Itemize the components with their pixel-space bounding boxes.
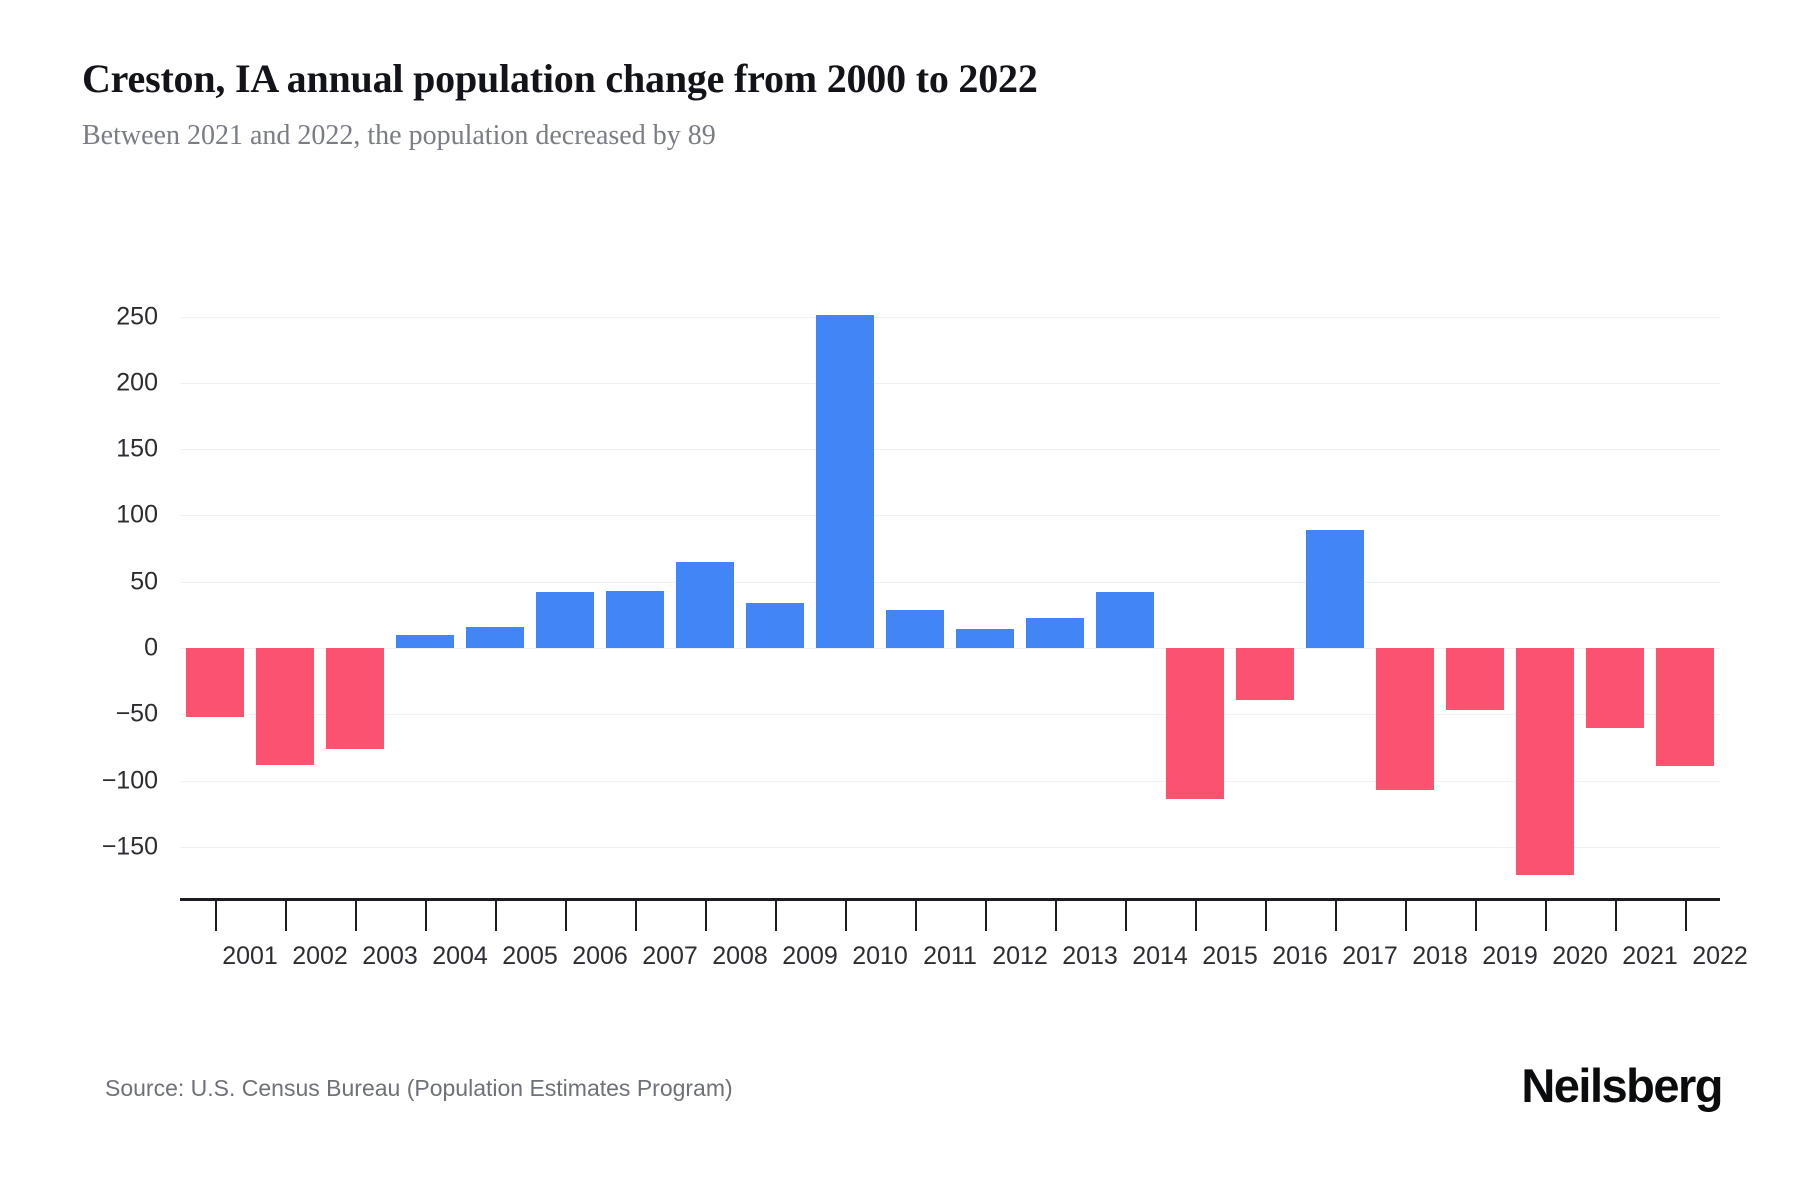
x-axis-line: [180, 898, 1720, 901]
y-gridline: [180, 780, 1720, 782]
x-axis-tick-label: 2002: [292, 942, 348, 970]
page-subtitle: Between 2021 and 2022, the population de…: [82, 120, 716, 151]
x-axis-tick-label: 2009: [782, 942, 838, 970]
bar-2015[interactable]: [1166, 648, 1224, 800]
y-gridline: [180, 382, 1720, 384]
bar-2022[interactable]: [1656, 648, 1714, 767]
x-axis-tick-label: 2004: [432, 942, 488, 970]
y-axis-tick-label: 250: [116, 302, 158, 331]
bar-2019[interactable]: [1446, 648, 1504, 711]
x-axis-tick-label: 2010: [852, 942, 908, 970]
x-axis-tick-label: 2012: [992, 942, 1048, 970]
bar-2006[interactable]: [536, 592, 594, 649]
x-axis-tick-label: 2016: [1272, 942, 1328, 970]
x-axis-tick: [1335, 901, 1337, 931]
x-axis-tick: [1475, 901, 1477, 931]
bar-2001[interactable]: [186, 648, 244, 717]
bar-2005[interactable]: [466, 626, 524, 649]
page-title: Creston, IA annual population change fro…: [82, 56, 1038, 101]
bar-2012[interactable]: [956, 629, 1014, 649]
bar-2008[interactable]: [676, 561, 734, 649]
x-axis-tick-label: 2006: [572, 942, 628, 970]
x-axis-tick: [705, 901, 707, 931]
x-axis-tick-label: 2011: [923, 942, 977, 970]
x-axis-tick: [845, 901, 847, 931]
bar-2010[interactable]: [816, 315, 874, 649]
y-axis-tick-label: 0: [144, 633, 158, 662]
x-axis-tick: [355, 901, 357, 931]
bar-2013[interactable]: [1026, 617, 1084, 649]
x-axis-tick: [1195, 901, 1197, 931]
x-axis-tick-label: 2021: [1622, 942, 1678, 970]
bar-2004[interactable]: [396, 634, 454, 649]
x-axis-tick-label: 2007: [642, 942, 698, 970]
x-axis-tick: [495, 901, 497, 931]
y-gridline: [180, 581, 1720, 583]
x-axis-tick-label: 2003: [362, 942, 418, 970]
x-axis-tick-label: 2020: [1552, 942, 1608, 970]
source-note: Source: U.S. Census Bureau (Population E…: [105, 1075, 733, 1101]
bar-2021[interactable]: [1586, 648, 1644, 728]
bar-2003[interactable]: [326, 648, 384, 749]
bar-2002[interactable]: [256, 648, 314, 765]
y-axis-tick-label: 100: [116, 500, 158, 529]
y-gridline: [180, 648, 1720, 650]
bar-2020[interactable]: [1516, 648, 1574, 875]
x-axis-tick: [285, 901, 287, 931]
x-axis-tick: [635, 901, 637, 931]
y-gridline: [180, 515, 1720, 517]
x-axis-tick: [1545, 901, 1547, 931]
bar-2017[interactable]: [1306, 530, 1364, 649]
x-axis-tick: [1615, 901, 1617, 931]
plot-area: 250 200 150 100 50 0 −50 −100 −150: [102, 290, 1720, 900]
x-axis-tick-label: 2013: [1062, 942, 1118, 970]
y-axis-tick-label: −150: [101, 832, 158, 861]
bar-2016[interactable]: [1236, 648, 1294, 700]
x-axis-tick-label: 2001: [222, 942, 278, 970]
bar-2007[interactable]: [606, 591, 664, 649]
y-axis-tick-label: 150: [116, 434, 158, 463]
bar-2014[interactable]: [1096, 592, 1154, 649]
y-axis-tick-label: 200: [116, 368, 158, 397]
bar-2018[interactable]: [1376, 648, 1434, 790]
x-axis-tick-label: 2017: [1342, 942, 1398, 970]
x-axis-tick: [565, 901, 567, 931]
x-axis-tick-label: 2015: [1202, 942, 1258, 970]
y-gridline: [180, 316, 1720, 318]
bar-2011[interactable]: [886, 609, 944, 649]
x-axis-tick-label: 2022: [1692, 942, 1748, 970]
neilsberg-logo: Neilsberg: [1521, 1059, 1723, 1112]
x-axis-tick: [985, 901, 987, 931]
x-axis-tick-label: 2018: [1412, 942, 1468, 970]
x-axis-tick: [1685, 901, 1687, 931]
x-axis-tick-label: 2005: [502, 942, 558, 970]
x-axis-tick-label: 2019: [1482, 942, 1538, 970]
y-axis-tick-label: 50: [130, 567, 158, 596]
x-axis-tick-label: 2008: [712, 942, 768, 970]
y-gridline: [180, 714, 1720, 716]
x-axis-tick: [915, 901, 917, 931]
bar-2009[interactable]: [746, 602, 804, 649]
x-axis-tick: [775, 901, 777, 931]
x-axis-tick-label: 2014: [1132, 942, 1188, 970]
x-axis-tick: [425, 901, 427, 931]
y-gridline: [180, 449, 1720, 451]
y-axis-tick-label: −100: [101, 766, 158, 795]
y-axis-tick-label: −50: [115, 699, 158, 728]
x-axis-tick: [1405, 901, 1407, 931]
x-axis-tick: [1265, 901, 1267, 931]
x-axis-tick: [215, 901, 217, 931]
x-axis-tick: [1125, 901, 1127, 931]
x-axis-tick: [1055, 901, 1057, 931]
y-gridline: [180, 846, 1720, 848]
